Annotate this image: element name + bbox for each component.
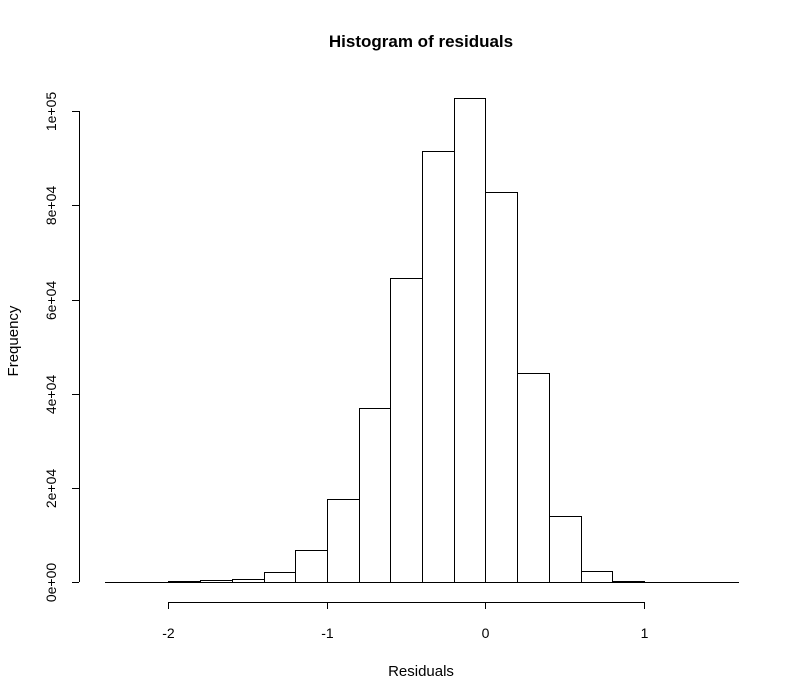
bars-group xyxy=(105,98,739,583)
histogram-bar xyxy=(359,408,391,583)
x-tick-label: 0 xyxy=(482,625,490,641)
y-tick-label: 0e+00 xyxy=(43,563,59,603)
histogram-bar xyxy=(485,192,518,583)
histogram-bar xyxy=(295,550,328,583)
y-tick-label: 8e+04 xyxy=(43,186,59,226)
y-tick-label: 1e+05 xyxy=(43,92,59,132)
histogram-bar xyxy=(549,516,582,583)
x-axis-label: Residuals xyxy=(388,663,454,680)
histogram-bar xyxy=(327,499,360,583)
histogram-bar xyxy=(581,571,613,583)
y-axis-label: Frequency xyxy=(5,305,22,376)
histogram-bar xyxy=(454,98,486,583)
x-tick-label: -2 xyxy=(162,625,175,641)
histogram-bar xyxy=(390,278,423,583)
x-tick-label: 1 xyxy=(641,625,649,641)
histogram-bar xyxy=(422,151,455,583)
y-tick-label: 2e+04 xyxy=(43,469,59,509)
chart-title: Histogram of residuals xyxy=(329,32,513,51)
y-tick-label: 4e+04 xyxy=(43,375,59,415)
x-tick-label: -1 xyxy=(321,625,334,641)
y-tick-label: 6e+04 xyxy=(43,281,59,321)
histogram-bar xyxy=(264,572,296,583)
y-axis: 0e+00 2e+04 4e+04 6e+04 8e+04 1e+05 xyxy=(43,92,80,603)
x-axis: -2 -1 0 1 xyxy=(162,602,649,641)
histogram-bar xyxy=(517,373,550,583)
